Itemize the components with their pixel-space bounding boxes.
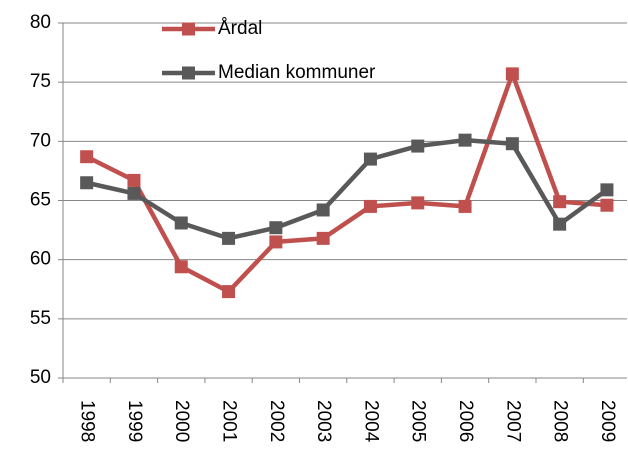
x-tick-label: 2000 bbox=[171, 400, 192, 442]
y-tick-label: 80 bbox=[30, 12, 51, 33]
x-tick-label: 1998 bbox=[77, 400, 98, 442]
legend-label: Årdal bbox=[218, 18, 262, 39]
x-tick-label: 2002 bbox=[266, 400, 287, 442]
y-tick-label: 75 bbox=[30, 71, 51, 92]
marker bbox=[600, 198, 614, 212]
series-line bbox=[86, 137, 609, 241]
marker bbox=[127, 173, 141, 187]
marker bbox=[505, 67, 519, 81]
marker bbox=[222, 231, 236, 245]
marker bbox=[458, 133, 472, 147]
x-tick-label: 2008 bbox=[550, 400, 571, 442]
marker bbox=[269, 221, 283, 235]
x-tick-label: 2007 bbox=[502, 400, 523, 442]
y-tick-label: 70 bbox=[30, 130, 51, 151]
x-tick-label: 2006 bbox=[455, 400, 476, 442]
y-tick-label: 55 bbox=[30, 308, 51, 329]
marker bbox=[80, 150, 94, 164]
legend-label: Median kommuner bbox=[218, 62, 376, 83]
legend-marker bbox=[182, 22, 195, 36]
x-tick-label: 2009 bbox=[597, 400, 618, 442]
marker bbox=[363, 152, 377, 166]
marker bbox=[316, 203, 330, 217]
series-line bbox=[85, 71, 608, 294]
marker bbox=[269, 235, 283, 249]
marker bbox=[411, 196, 425, 210]
x-tick-label: 2001 bbox=[219, 400, 240, 442]
marker bbox=[222, 285, 236, 299]
marker bbox=[80, 176, 94, 190]
x-tick-label: 2005 bbox=[408, 400, 429, 442]
x-tick-label: 1999 bbox=[124, 400, 145, 442]
marker bbox=[600, 183, 614, 197]
marker bbox=[363, 199, 377, 213]
marker bbox=[174, 260, 188, 274]
marker bbox=[127, 186, 141, 200]
y-tick-label: 50 bbox=[30, 367, 51, 388]
marker bbox=[174, 216, 188, 230]
x-tick-label: 2004 bbox=[360, 400, 381, 443]
legend-marker bbox=[182, 66, 195, 80]
x-tick-label: 2003 bbox=[313, 400, 334, 442]
marker bbox=[458, 199, 472, 213]
marker bbox=[553, 217, 567, 231]
y-tick-label: 60 bbox=[30, 249, 51, 270]
marker bbox=[411, 139, 425, 153]
y-tick-label: 65 bbox=[30, 190, 51, 211]
marker bbox=[316, 231, 330, 245]
marker bbox=[505, 137, 519, 151]
marker bbox=[553, 195, 567, 209]
